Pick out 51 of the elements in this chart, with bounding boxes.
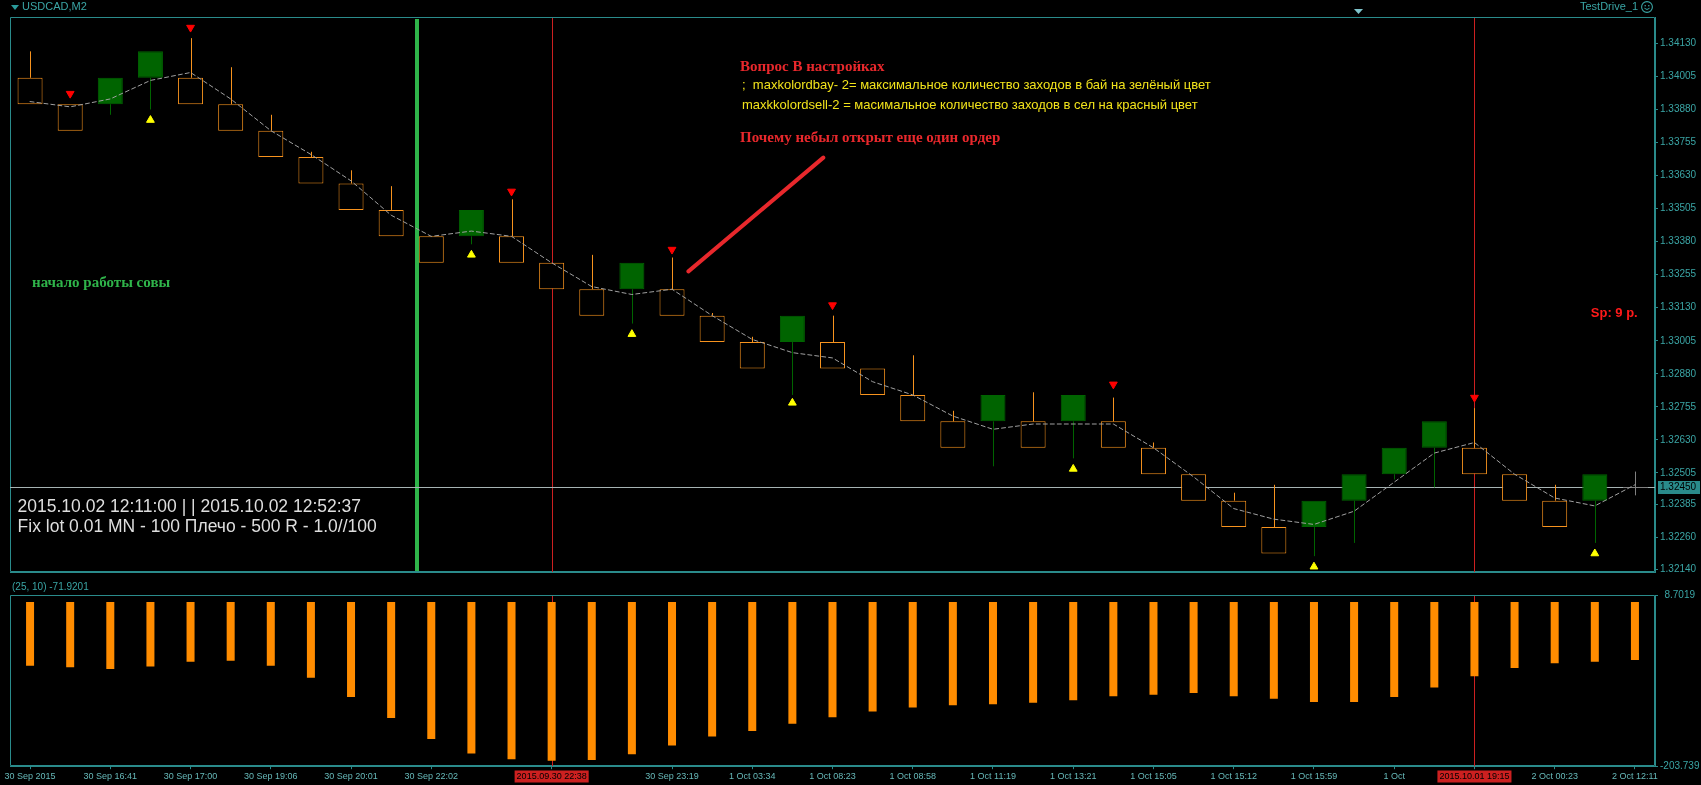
x-tick-label: 30 Sep 16:41 [83,771,138,782]
y-tick-label: 1.34130 [1660,37,1697,49]
x-tick-label: 1 Oct [1383,771,1406,782]
y-tick-label: 1.32755 [1660,400,1697,412]
x-tick-label: 2015.10.01 19:15 [1439,771,1510,782]
x-tick-label: 30 Sep 22:02 [404,771,459,782]
annotation: 2015.10.02 12:11:00 | | 2015.10.02 12:52:37 [17,496,362,517]
annotation: Sp: 9 p. [1590,305,1638,321]
text: TestDrive_1 [1579,0,1639,13]
y-tick-label: 1.33380 [1660,235,1697,247]
y-tick-label: 1.32260 [1660,531,1697,543]
y-tick-label: 8.7019 [1664,588,1696,600]
y-tick-label: 1.33130 [1660,301,1697,313]
y-tick-label: 1.33505 [1660,202,1697,214]
annotation: ; maxkolordbay- 2= максимальное количество заходов в бай на зелёный цвет [742,76,1211,92]
y-tick-label: 1.32505 [1660,466,1697,478]
chart-title: (25, 10) -71.9201 [12,580,90,592]
x-tick-label: 2015.09.30 22:38 [516,771,587,782]
x-tick-label: 1 Oct 15:59 [1290,771,1338,782]
chart-title: USDCAD,M2 [22,0,87,13]
x-tick-label: 1 Oct 15:05 [1130,771,1177,782]
x-tick-label: 30 Sep 17:00 [163,771,218,782]
x-tick-label: 2 Oct 00:23 [1531,771,1578,782]
x-tick-label: 1 Oct 08:23 [809,771,856,782]
x-tick-label: 1 Oct 15:12 [1210,771,1257,782]
x-tick-label: 30 Sep 2015 [4,771,56,782]
x-tick-label: 30 Sep 23:19 [645,771,699,782]
y-tick-label: 1.34005 [1660,70,1697,82]
annotation: Почему небыл открыт еще один ордер [740,128,1001,145]
y-tick-label: -203.739 [1660,759,1700,771]
x-tick-label: 30 Sep 20:01 [324,771,378,782]
y-tick-label: 1.32140 [1660,563,1697,575]
annotation: maxkkolordsell-2 = масимальное количество заходов в сел на красный цвет [742,96,1198,112]
x-tick-label: 1 Oct 08:58 [889,771,937,782]
ref-line-label: начало работы совы [32,274,171,291]
ref-line-label: 1.32450 [1660,481,1697,493]
y-tick-label: 1.33255 [1660,268,1697,280]
x-tick-label: 2 Oct 12:11 [1612,771,1658,782]
y-tick-label: 1.33630 [1660,169,1697,181]
y-tick-label: 1.33005 [1660,334,1697,346]
x-tick-label: 30 Sep 19:06 [244,771,298,782]
x-tick-label: 1 Oct 13:21 [1049,771,1097,782]
y-tick-label: 1.32880 [1660,367,1697,379]
y-tick-label: 1.33880 [1660,103,1697,115]
annotation: Вопрос В настройках [740,57,885,74]
y-tick-label: 1.32630 [1660,433,1697,445]
annotation: Fix lot 0.01 MN - 100 Плечо - 500 R - 1.0//100 [17,515,377,536]
y-tick-label: 1.33755 [1660,136,1697,148]
x-tick-label: 1 Oct 03:34 [728,771,776,782]
y-tick-label: 1.32385 [1660,498,1697,510]
x-tick-label: 1 Oct 11:19 [970,771,1016,782]
